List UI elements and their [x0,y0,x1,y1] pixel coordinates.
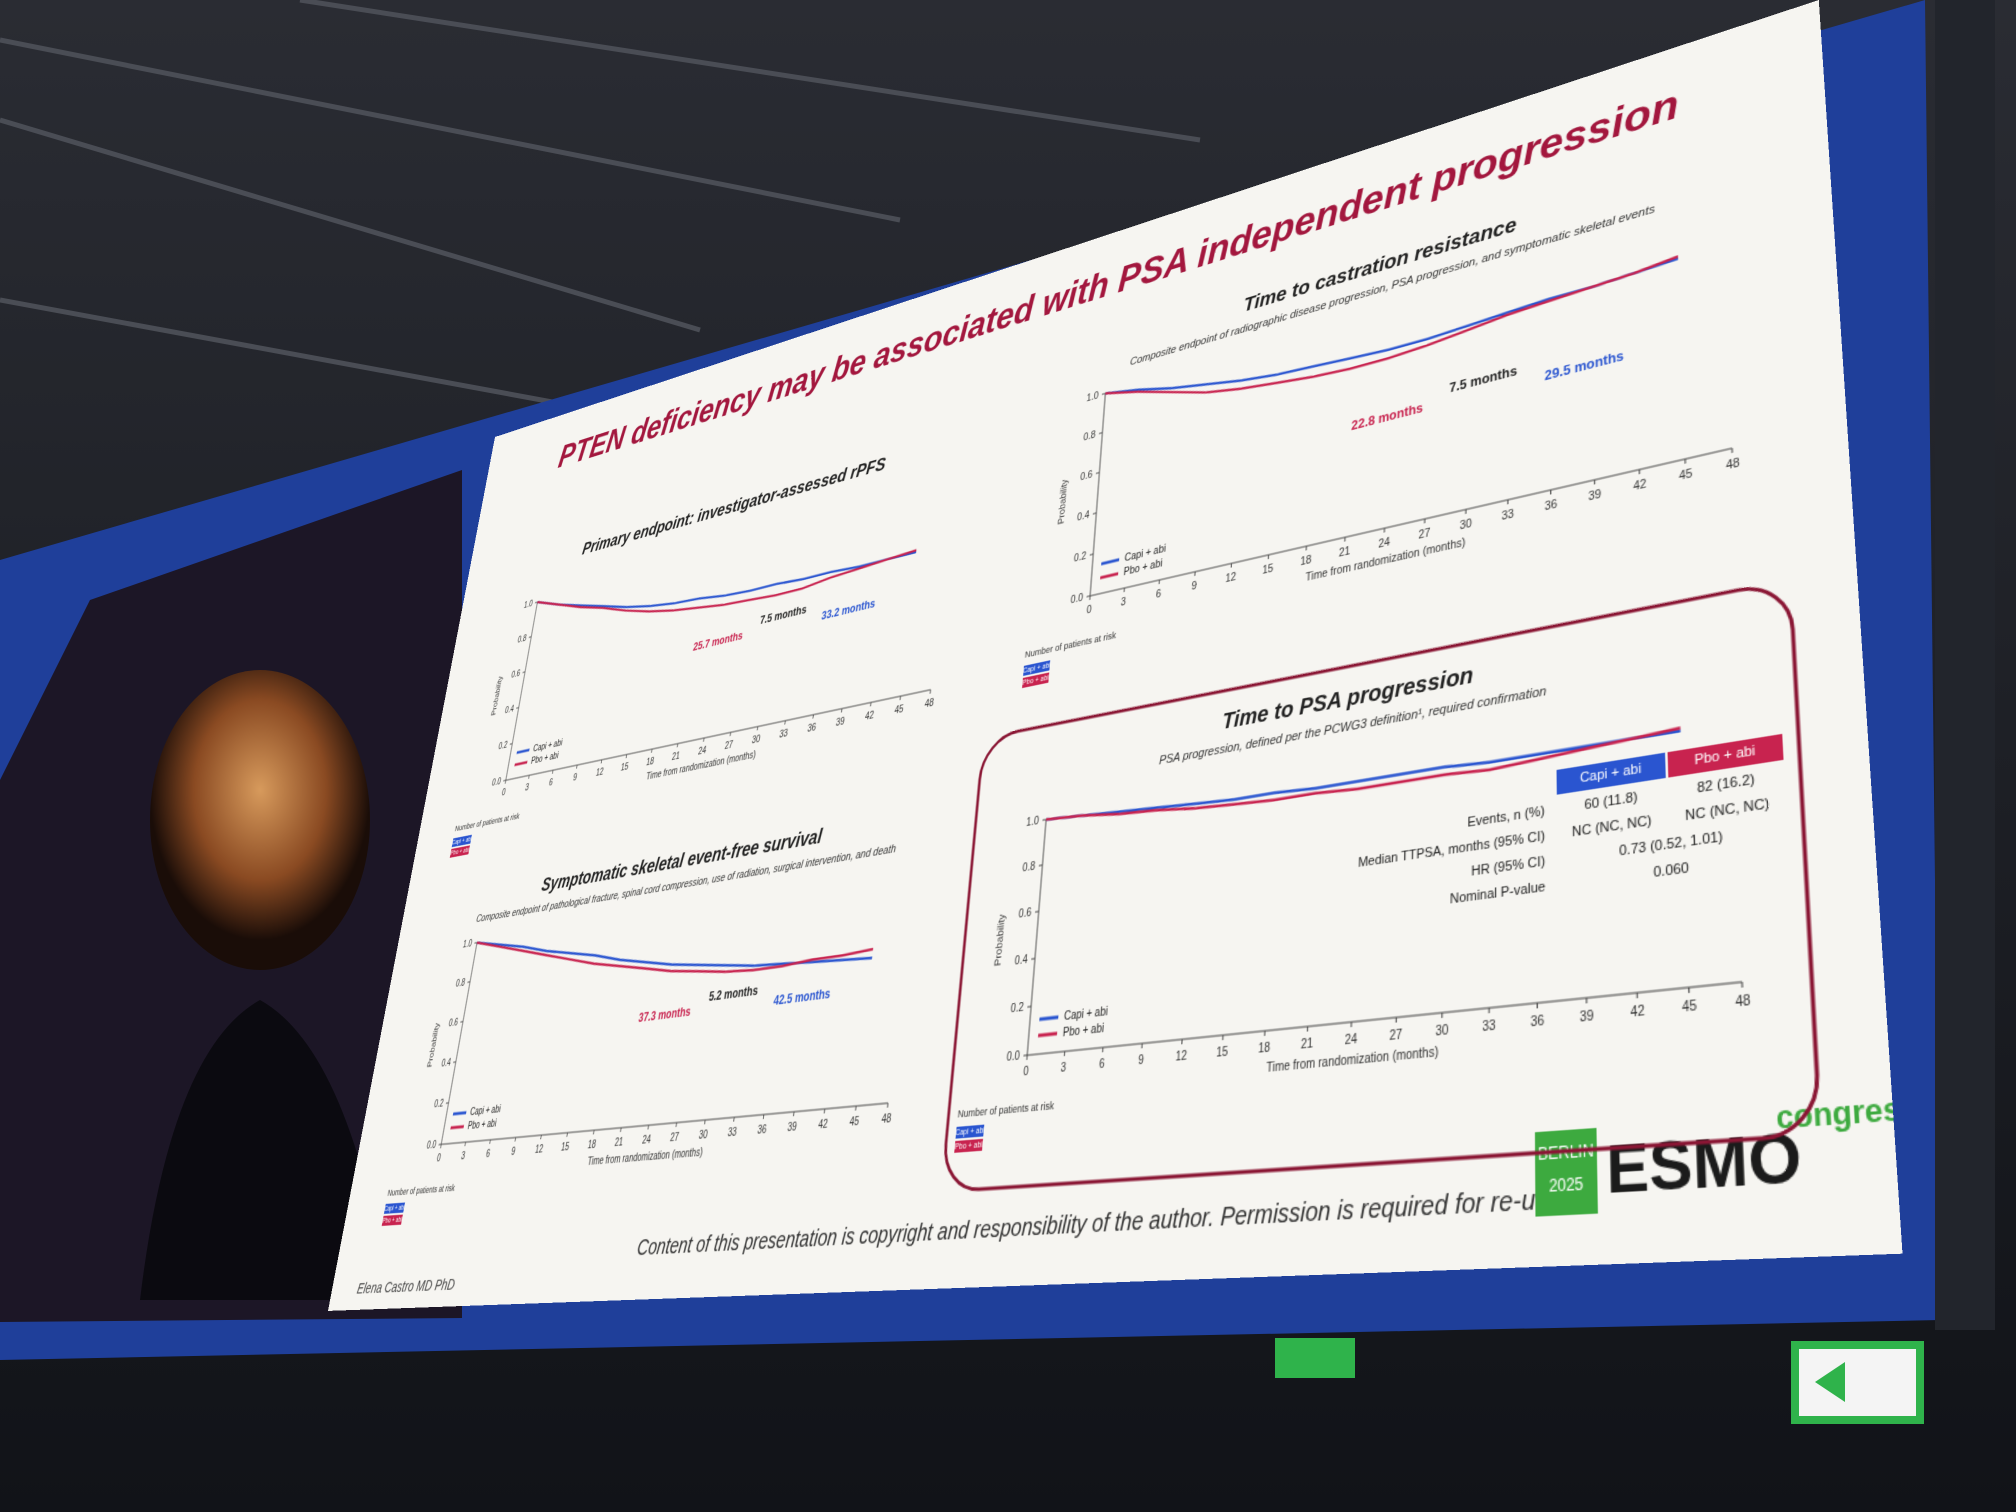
logo-brand: ESMO [1606,1117,1804,1209]
y-tick [1035,911,1039,912]
x-tick-label: 12 [1175,1049,1188,1064]
y-tick [503,780,506,781]
exit-sign [1275,1338,1355,1378]
legend-swatch [1039,1017,1058,1019]
y-tick-label: 1.0 [1026,815,1040,829]
x-tick-label: 39 [1580,1009,1595,1025]
y-tick-label: 0.4 [1014,954,1028,968]
legend-swatch [453,1113,466,1114]
legend-swatch [1038,1034,1057,1036]
x-tick-label: 24 [1345,1033,1359,1048]
y-tick-label: 0.0 [1006,1050,1021,1064]
page: PTEN deficiency may be associated with P… [0,0,2016,1512]
x-tick [793,1112,794,1116]
x-tick-label: 33 [1482,1019,1496,1035]
x-tick-label: 27 [1389,1028,1403,1043]
x-tick [824,1109,825,1113]
legend-swatch [451,1127,464,1128]
risk-row-label: Pbo + abi [382,1215,403,1224]
logo-year: 2025 [1549,1174,1584,1196]
x-tick-label: 21 [1301,1037,1314,1052]
x-tick-label: 45 [1682,999,1698,1016]
y-tick-label: 0.6 [1018,907,1032,921]
y-tick [510,744,513,745]
truss-right [1935,0,1995,1330]
x-tick-label: 18 [1258,1041,1271,1056]
x-tick-label: 30 [1435,1023,1449,1039]
speaker-face [150,670,370,970]
x-tick [757,727,758,731]
x-tick-label: 36 [1530,1014,1545,1030]
y-tick [1042,820,1046,821]
x-tick-label: 48 [1735,993,1752,1010]
y-tick-label: 0.2 [1010,1001,1025,1015]
y-tick [1039,865,1043,866]
x-tick-label: 42 [1630,1004,1646,1020]
y-tick-label: 0.8 [1022,861,1036,875]
risk-row-label: Capi + abi [384,1203,406,1212]
x-tick [763,1115,764,1119]
x-tick-label: 15 [1216,1045,1229,1060]
exit-sign [1795,1345,1920,1420]
